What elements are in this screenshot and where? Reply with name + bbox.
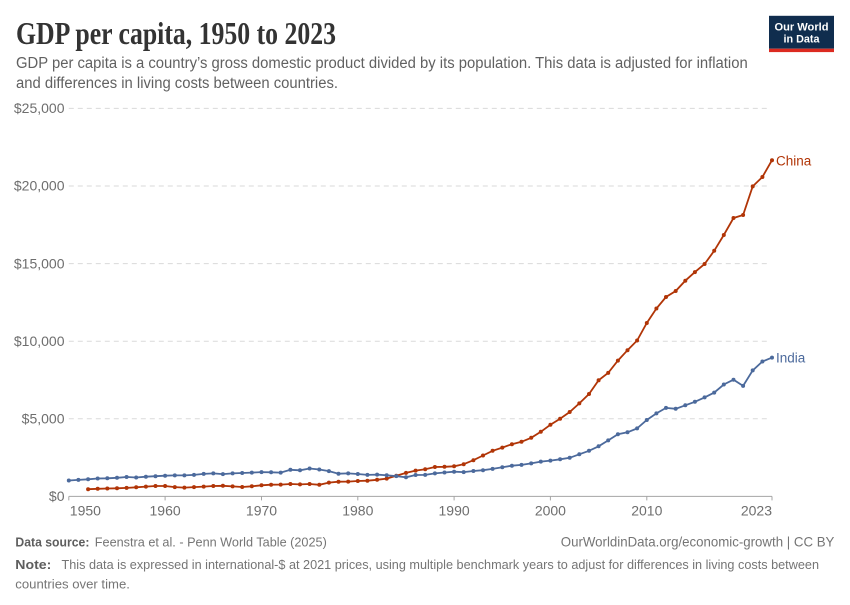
svg-text:Our World: Our World: [775, 22, 829, 34]
svg-text:India: India: [776, 351, 806, 366]
svg-text:in Data: in Data: [784, 34, 821, 46]
svg-text:China: China: [776, 153, 812, 168]
svg-text:2010: 2010: [631, 503, 662, 519]
svg-text:and differences in living cost: and differences in living costs between …: [16, 75, 338, 92]
svg-text:$10,000: $10,000: [14, 333, 65, 349]
svg-text:countries over time.: countries over time.: [15, 577, 130, 592]
svg-text:1980: 1980: [342, 503, 373, 519]
svg-text:$20,000: $20,000: [14, 178, 65, 194]
svg-text:$15,000: $15,000: [14, 255, 65, 271]
svg-text:This data is expressed in inte: This data is expressed in international-…: [62, 557, 820, 572]
svg-text:OurWorldinData.org/economic-gr: OurWorldinData.org/economic-growth | CC …: [561, 534, 835, 550]
svg-text:$5,000: $5,000: [22, 411, 65, 427]
svg-text:1990: 1990: [439, 503, 470, 519]
svg-text:1950: 1950: [70, 503, 101, 519]
svg-text:1970: 1970: [246, 503, 277, 519]
svg-text:Note:: Note:: [15, 557, 51, 572]
svg-text:$25,000: $25,000: [14, 100, 65, 116]
svg-text:$0: $0: [49, 488, 65, 504]
svg-text:2023: 2023: [741, 503, 772, 519]
svg-text:Feenstra et al. - Penn World T: Feenstra et al. - Penn World Table (2025…: [95, 535, 327, 550]
svg-text:Data source:: Data source:: [15, 535, 89, 550]
svg-text:2000: 2000: [535, 503, 566, 519]
svg-text:1960: 1960: [150, 503, 181, 519]
svg-text:GDP per capita is a country’s: GDP per capita is a country’s gross dome…: [16, 55, 748, 72]
svg-text:GDP per capita, 1950 to 2023: GDP per capita, 1950 to 2023: [16, 15, 336, 51]
